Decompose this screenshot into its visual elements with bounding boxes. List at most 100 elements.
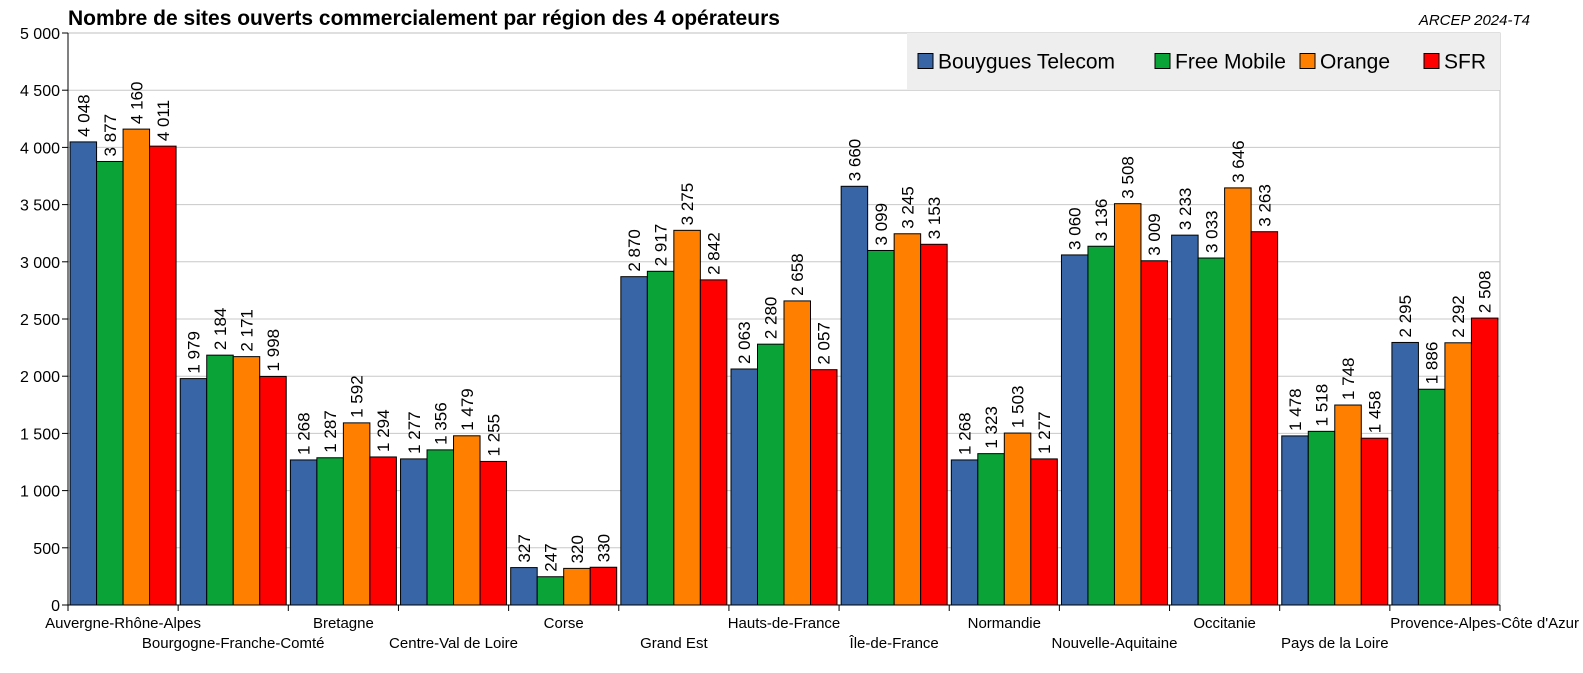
y-tick-label: 1 000 [20,484,60,501]
data-label: 320 [568,535,587,563]
y-tick-label: 3 000 [20,255,60,272]
y-tick-label: 2 000 [20,369,60,386]
data-label: 2 292 [1449,295,1468,338]
bar [369,456,397,606]
x-tick-label: Normandie [968,615,1041,632]
x-tick-label: Provence-Alpes-Côte d'Azur [1390,615,1579,632]
data-label: 2 295 [1396,295,1415,338]
bar [1224,187,1252,606]
bar [96,160,124,606]
bar [1140,260,1168,606]
data-label: 1 287 [321,410,340,453]
data-label: 1 886 [1423,342,1442,385]
bar [479,460,508,606]
data-label: 3 009 [1145,213,1164,256]
data-label: 327 [515,534,534,562]
data-label: 2 842 [705,232,724,275]
bar [1334,404,1362,606]
data-label: 1 592 [348,375,367,418]
bar [589,566,618,606]
legend-swatch [917,53,934,69]
data-label: 3 877 [101,114,120,157]
bar [977,453,1005,606]
x-tick-label: Centre-Val de Loire [389,635,518,652]
x-tick-label: Bourgogne-Franche-Comté [142,635,325,652]
legend-label: Free Mobile [1175,51,1286,74]
data-label: 3 508 [1119,156,1138,199]
bar [1281,435,1309,606]
bar [1087,245,1115,606]
bar [950,459,979,606]
bar [342,422,371,606]
data-label: 1 458 [1366,391,1385,434]
legend-swatch [1299,53,1316,69]
data-label: 2 184 [211,308,230,351]
bar [289,459,318,606]
bar [1197,257,1226,606]
bar [1003,432,1032,606]
data-label: 1 979 [184,331,203,374]
bar [1444,342,1472,606]
x-tick-label: Pays de la Loire [1281,635,1389,652]
data-label: 1 277 [405,411,424,454]
data-label: 1 323 [982,406,1001,449]
y-tick-label: 500 [33,541,60,558]
y-tick-label: 4 000 [20,140,60,157]
x-tick-label: Nouvelle-Aquitaine [1052,635,1178,652]
bar [1307,430,1336,606]
x-tick-label: Auvergne-Rhône-Alpes [45,615,201,632]
bar [453,435,481,606]
data-label: 2 658 [788,253,807,296]
bar [232,356,261,606]
x-tick-label: Bretagne [313,615,374,632]
x-tick-label: Grand Est [640,635,708,652]
data-label: 3 263 [1255,184,1274,227]
bar [1470,317,1499,606]
legend: Bouygues Telecom Free Mobile Orange SFR [907,33,1500,90]
data-label: 1 478 [1286,388,1305,431]
bar [1030,458,1058,606]
y-tick-label: 1 500 [20,426,60,443]
y-tick-label: 5 000 [20,26,60,43]
bar [179,378,208,606]
data-label: 1 748 [1339,357,1358,400]
legend-label: SFR [1444,51,1486,74]
data-label: 3 099 [872,203,891,246]
axes: 0 500 1 000 1 500 2 000 2 500 3 000 3 500 4 000 4… [20,26,1579,652]
y-tick-label: 3 500 [20,198,60,215]
bar [620,276,648,606]
bar [699,279,728,606]
data-label: 3 233 [1176,188,1195,231]
chart-title: Nombre de sites ouverts commercialement … [68,7,780,30]
legend-swatch [1154,53,1171,69]
bar [316,457,344,606]
bar [673,229,701,606]
data-label: 1 268 [295,412,314,455]
data-label: 3 153 [925,197,944,240]
legend-label: Bouygues Telecom [938,51,1115,74]
data-label: 1 998 [264,329,283,372]
data-label: 2 057 [815,322,834,365]
y-tick-label: 2 500 [20,312,60,329]
data-label: 3 275 [678,183,697,226]
data-label: 1 268 [956,412,975,455]
data-label: 247 [541,543,560,571]
bar [122,128,151,606]
data-label: 1 294 [374,409,393,452]
bar [1060,254,1089,606]
bar [400,458,428,606]
data-label: 4 048 [74,94,93,137]
bar [536,576,565,606]
data-label: 1 255 [484,414,503,457]
bar [867,249,895,606]
data-label: 2 870 [625,229,644,272]
data-label: 1 518 [1313,384,1332,427]
data-label: 1 503 [1009,386,1028,429]
bars [69,128,1499,606]
bar [1171,234,1199,606]
data-label: 3 660 [845,139,864,182]
y-tick-label: 0 [51,598,60,615]
data-label: 3 646 [1229,140,1248,183]
data-label: 2 063 [735,321,754,364]
